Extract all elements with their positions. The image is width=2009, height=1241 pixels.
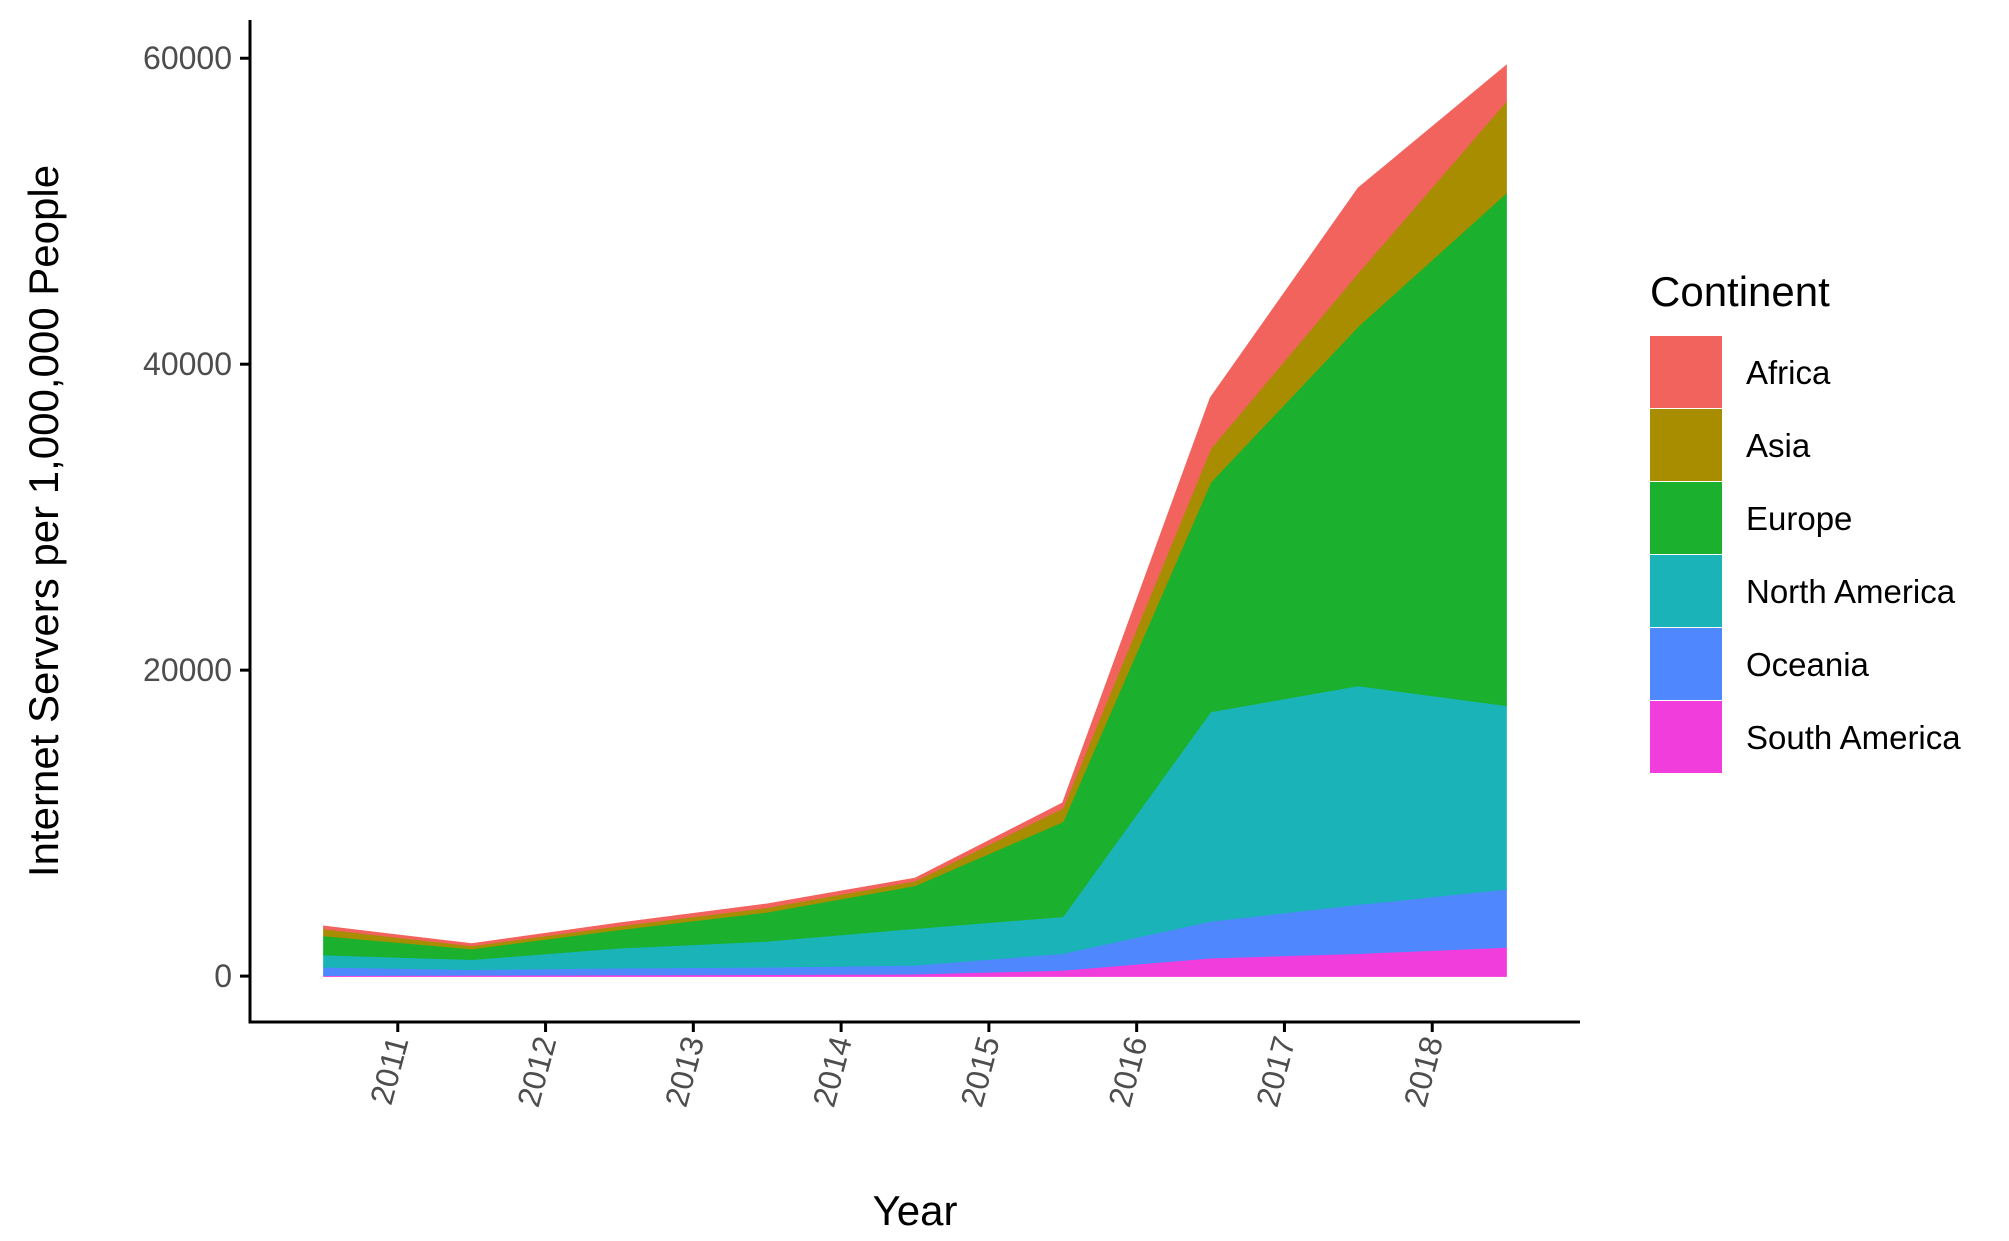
legend-label-north-america: North America: [1746, 573, 1956, 610]
legend-swatch-asia: [1650, 409, 1722, 481]
area-africa: [323, 64, 1507, 947]
y-tick-label: 60000: [143, 40, 232, 76]
area-series-group: [323, 64, 1507, 977]
legend-swatch-europe: [1650, 482, 1722, 554]
y-tick-label: 0: [214, 958, 232, 994]
y-ticks-group: 0 20000 40000 60000: [143, 40, 250, 994]
x-ticks-group: 2011 2012 2013 2014 2015 2016 2017 2018: [363, 1022, 1450, 1111]
y-axis-title: Internet Servers per 1,000,000 People: [20, 165, 67, 877]
x-tick-label: 2015: [953, 1032, 1006, 1110]
legend-swatch-oceania: [1650, 628, 1722, 700]
legend-swatch-africa: [1650, 336, 1722, 408]
x-tick-label: 2011: [363, 1032, 416, 1108]
x-tick-label: 2014: [806, 1032, 859, 1110]
y-tick-label: 20000: [143, 652, 232, 688]
x-tick-label: 2016: [1101, 1032, 1154, 1110]
x-tick-label: 2013: [658, 1032, 711, 1110]
legend-label-europe: Europe: [1746, 500, 1852, 537]
legend-title: Continent: [1650, 268, 1830, 315]
legend: Continent Africa Asia Europe North America O…: [1650, 268, 1961, 773]
axes-group: [248, 20, 1580, 1024]
legend-label-south-america: South America: [1746, 719, 1961, 756]
legend-items: Africa Asia Europe North America Oceania Sout…: [1650, 336, 1961, 773]
legend-label-africa: Africa: [1746, 354, 1831, 391]
x-axis-title: Year: [873, 1187, 958, 1234]
y-tick-label: 40000: [143, 346, 232, 382]
legend-swatch-north-america: [1650, 555, 1722, 627]
x-tick-label: 2018: [1397, 1032, 1450, 1110]
x-tick-label: 2017: [1249, 1032, 1302, 1110]
x-tick-label: 2012: [510, 1032, 563, 1110]
legend-label-oceania: Oceania: [1746, 646, 1870, 683]
legend-label-asia: Asia: [1746, 427, 1811, 464]
legend-swatch-south-america: [1650, 701, 1722, 773]
